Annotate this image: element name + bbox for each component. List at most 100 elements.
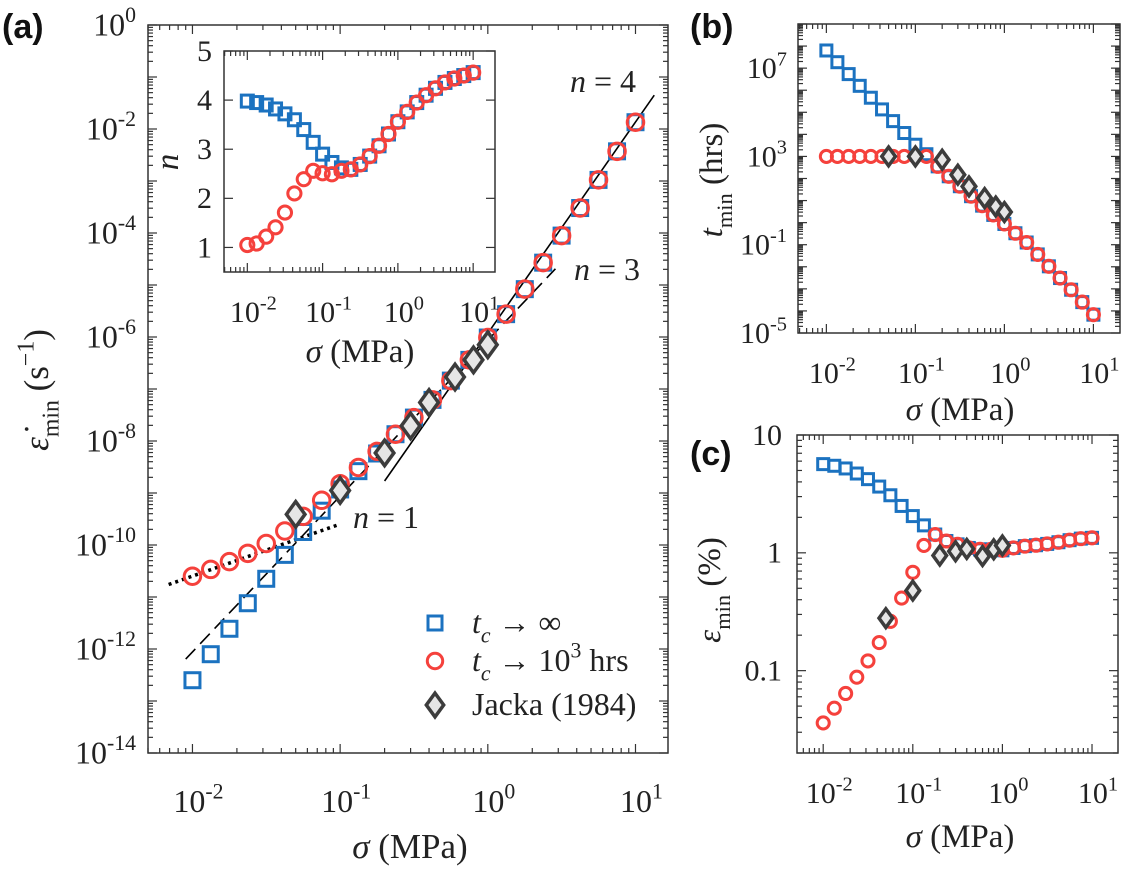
diamond-point bbox=[443, 361, 467, 393]
tick-label: 4 bbox=[197, 84, 212, 117]
circle-point bbox=[1030, 246, 1046, 262]
circle-point bbox=[323, 166, 341, 183]
diamond-point bbox=[906, 144, 925, 169]
square-point bbox=[239, 93, 255, 109]
square-point bbox=[852, 78, 867, 93]
circle-point bbox=[1041, 258, 1057, 274]
square-point bbox=[258, 97, 274, 113]
circle-point bbox=[1084, 530, 1100, 546]
square-point bbox=[315, 146, 331, 162]
tick-label: 10-4 bbox=[86, 211, 136, 250]
diamond-point bbox=[957, 536, 976, 562]
x-axis-label: σ (MPa) bbox=[906, 819, 1015, 855]
tick-label: 1 bbox=[767, 537, 782, 570]
circle-point bbox=[607, 141, 627, 162]
circle-point bbox=[1019, 234, 1035, 251]
square-point bbox=[296, 122, 312, 138]
circle-point bbox=[894, 590, 910, 606]
axes-frame bbox=[223, 50, 496, 273]
tick-label: 101 bbox=[1078, 773, 1118, 810]
square-point bbox=[872, 479, 887, 494]
x-axis-label: σ (MPa) bbox=[352, 827, 467, 866]
diamond-point bbox=[903, 578, 922, 603]
square-point bbox=[841, 67, 856, 82]
circle-point bbox=[436, 74, 454, 91]
square-point bbox=[249, 95, 265, 111]
axes-frame bbox=[797, 23, 1121, 334]
fit-label-n1: n = 1 bbox=[353, 499, 419, 535]
tick-label: 10-14 bbox=[75, 731, 136, 770]
ticks bbox=[147, 24, 668, 754]
tick-label: 1 bbox=[197, 231, 212, 264]
tick-label: 5 bbox=[197, 35, 212, 68]
circle-point bbox=[551, 225, 572, 246]
legend-label: tc → 103 hrs bbox=[472, 639, 629, 686]
circle-point bbox=[1063, 282, 1079, 298]
tick-label: 101 bbox=[620, 780, 663, 819]
tick-label: 10-1 bbox=[321, 780, 371, 819]
tick-label: 10-1 bbox=[740, 225, 787, 262]
circle-point bbox=[239, 236, 256, 254]
square-point bbox=[883, 488, 898, 503]
diamond-point bbox=[986, 194, 1005, 219]
tick-label: 10-1 bbox=[895, 773, 942, 810]
square-point bbox=[819, 43, 834, 58]
plot-layer: 10-2 10-1 100 10110010-210-410-610-810-1010… bbox=[13, 3, 1121, 866]
circle-point bbox=[380, 125, 397, 143]
diamond-point bbox=[930, 543, 949, 568]
series-diamond bbox=[284, 329, 500, 531]
circle-point bbox=[348, 457, 369, 478]
circle-point bbox=[314, 165, 331, 182]
square-point bbox=[286, 112, 302, 128]
circle-point bbox=[625, 112, 646, 132]
legend-square-icon bbox=[426, 614, 444, 632]
tick-label: 100 bbox=[384, 292, 424, 329]
tick-label: 101 bbox=[459, 292, 499, 329]
diamond-point bbox=[417, 386, 441, 419]
circle-point bbox=[200, 559, 221, 580]
x-axis-label: σ (MPa) bbox=[306, 334, 415, 370]
circle-point bbox=[295, 171, 312, 188]
square-point bbox=[863, 90, 878, 105]
circle-point bbox=[361, 147, 378, 165]
square-point bbox=[275, 545, 294, 564]
circle-point bbox=[275, 521, 295, 541]
circle-point bbox=[311, 490, 332, 511]
tick-label: 100 bbox=[93, 3, 136, 42]
square-point bbox=[827, 458, 842, 473]
diamond-point bbox=[462, 344, 485, 376]
circle-point bbox=[399, 103, 416, 120]
diamond-point bbox=[399, 410, 423, 442]
circle-point bbox=[905, 564, 921, 580]
y-axis-label: ε̇min (s−1) bbox=[13, 329, 64, 451]
diamond-point bbox=[476, 329, 500, 361]
tick-label: 10-1 bbox=[898, 353, 945, 390]
circle-point bbox=[286, 185, 303, 202]
circle-point bbox=[815, 715, 831, 731]
diamond-point bbox=[975, 185, 994, 211]
diamond-point bbox=[993, 533, 1012, 558]
tick-label: 10-10 bbox=[75, 523, 136, 562]
circle-point bbox=[385, 424, 406, 444]
circle-point bbox=[838, 685, 854, 702]
tick-label: 107 bbox=[747, 48, 787, 85]
square-point bbox=[894, 498, 909, 513]
square-point bbox=[183, 671, 202, 690]
diamond-point bbox=[933, 147, 952, 173]
tick-label: 10-12 bbox=[75, 627, 136, 666]
square-point bbox=[830, 55, 845, 70]
circle-point bbox=[849, 669, 865, 685]
circle-point bbox=[276, 204, 294, 221]
square-point bbox=[897, 126, 912, 141]
circle-point bbox=[238, 543, 258, 564]
ticks bbox=[797, 434, 1118, 754]
chart-a-inset: 10-2 10-1 100 101 1 2 3 4 5 σ (MPa) n bbox=[150, 35, 499, 370]
ticks bbox=[798, 23, 1120, 334]
square-point bbox=[905, 509, 920, 524]
fit-label-n3: n = 3 bbox=[574, 251, 640, 287]
circle-point bbox=[305, 162, 322, 179]
series-circle bbox=[239, 64, 482, 254]
square-point bbox=[816, 457, 831, 472]
tick-label: 101 bbox=[1079, 353, 1119, 390]
